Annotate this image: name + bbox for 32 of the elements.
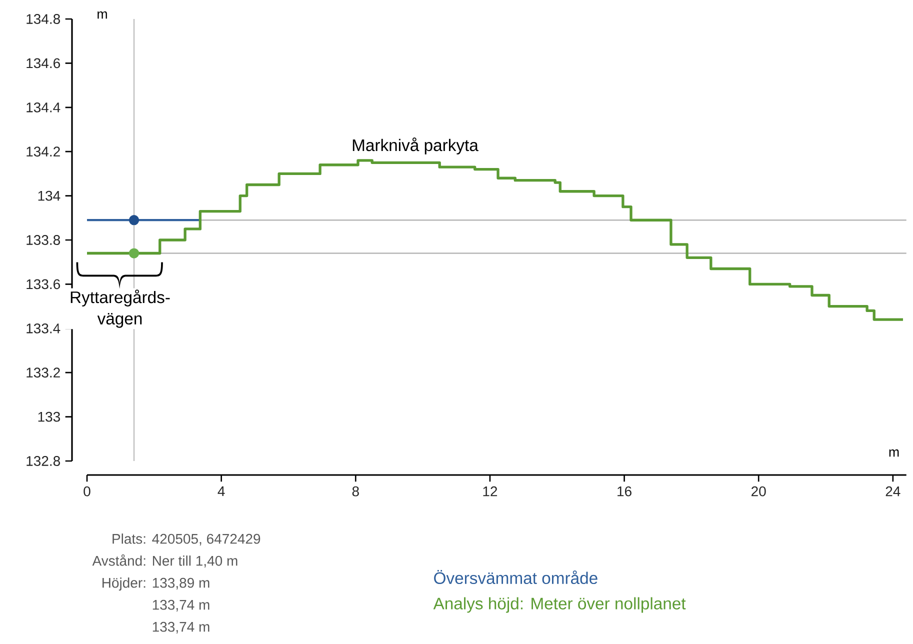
y-tick-label: 133.2 bbox=[26, 368, 60, 378]
y-tick-label: 133.4 bbox=[26, 323, 60, 334]
y-axis-title: m bbox=[98, 11, 107, 19]
y-tick-label: 132.8 bbox=[26, 456, 60, 466]
text: Avstånd: bbox=[92, 554, 146, 566]
x-axis-title: m bbox=[889, 449, 899, 457]
text: Plats: bbox=[112, 534, 146, 544]
text: Höjder: bbox=[102, 578, 146, 591]
x-tick-label: 4 bbox=[218, 486, 225, 496]
y-tick-label: 134.6 bbox=[26, 58, 60, 68]
y-tick-label: 133.8 bbox=[26, 235, 60, 245]
x-tick-label: 16 bbox=[618, 486, 632, 496]
x-tick-label: 20 bbox=[752, 486, 766, 496]
y-tick-label: 133 bbox=[38, 412, 60, 422]
y-tick-label: 134.8 bbox=[26, 14, 60, 24]
x-tick-label: 12 bbox=[483, 486, 498, 496]
text: 133,74 m bbox=[152, 600, 210, 612]
y-tick-label: 134.2 bbox=[26, 146, 60, 157]
y-tick-label: 134 bbox=[38, 190, 60, 201]
text: Översvämmat område bbox=[434, 570, 598, 584]
y-tick-label: 134.4 bbox=[26, 102, 60, 112]
annotation: Marknivå parkyta bbox=[352, 138, 478, 154]
y-tick-label: 133.6 bbox=[26, 279, 60, 290]
text: 420505, 6472429 bbox=[152, 534, 260, 546]
text: Ner till 1,40 m bbox=[152, 556, 238, 568]
x-tick-label: 24 bbox=[886, 486, 900, 496]
text: Analys höjd: Meter över nollplanet bbox=[433, 597, 686, 613]
text: 133,89 m bbox=[152, 578, 210, 590]
x-tick-label: 0 bbox=[84, 486, 90, 496]
x-tick-label: 8 bbox=[352, 486, 359, 496]
text: 133,74 m bbox=[152, 622, 210, 634]
annotation: Ryttaregårds- vägen bbox=[70, 290, 170, 328]
